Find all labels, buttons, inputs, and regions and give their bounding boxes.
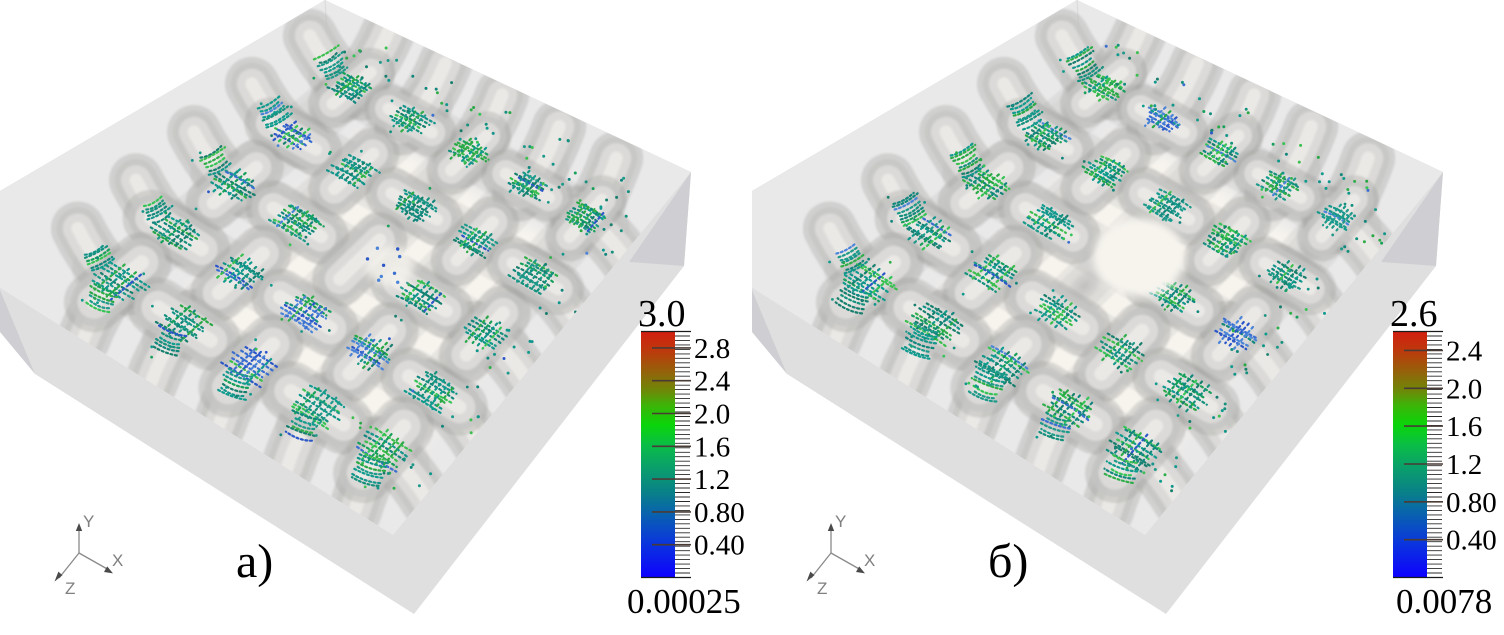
svg-text:Y: Y <box>835 512 846 531</box>
svg-text:Y: Y <box>83 512 94 531</box>
svg-text:2.0: 2.0 <box>694 399 730 431</box>
svg-text:0.40: 0.40 <box>1446 525 1497 557</box>
svg-text:2.6: 2.6 <box>1390 293 1438 335</box>
svg-text:0.80: 0.80 <box>1446 487 1497 519</box>
svg-text:X: X <box>112 551 123 570</box>
svg-text:0.0078: 0.0078 <box>1396 582 1492 621</box>
svg-text:2.4: 2.4 <box>1446 335 1483 367</box>
svg-text:2.4: 2.4 <box>694 366 731 398</box>
svg-text:1.6: 1.6 <box>694 431 730 463</box>
svg-text:X: X <box>864 551 875 570</box>
svg-text:а): а) <box>236 535 273 588</box>
svg-text:3.0: 3.0 <box>638 293 686 335</box>
svg-text:1.6: 1.6 <box>1446 411 1482 443</box>
svg-text:0.40: 0.40 <box>694 530 745 562</box>
svg-text:0.80: 0.80 <box>694 497 745 529</box>
svg-text:б): б) <box>988 535 1028 588</box>
svg-text:2.0: 2.0 <box>1446 373 1482 405</box>
svg-text:Z: Z <box>65 579 75 598</box>
svg-text:2.8: 2.8 <box>694 333 730 365</box>
svg-text:1.2: 1.2 <box>694 464 730 496</box>
svg-text:Z: Z <box>817 579 827 598</box>
svg-text:1.2: 1.2 <box>1446 449 1482 481</box>
svg-text:0.00025: 0.00025 <box>627 582 741 621</box>
